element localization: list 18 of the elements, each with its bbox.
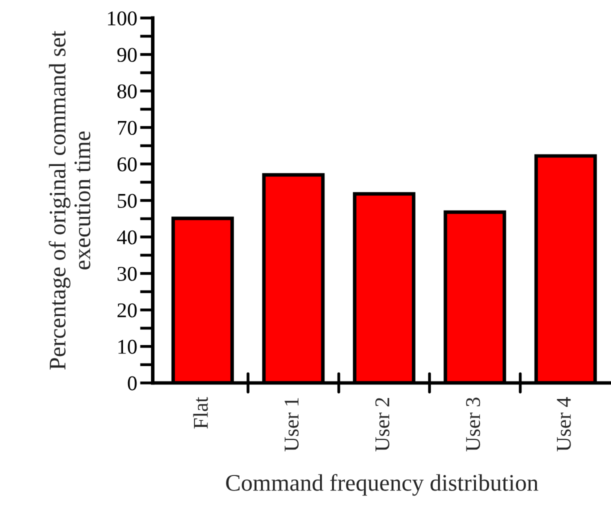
- y-tick-label: 80: [117, 84, 137, 98]
- y-tick-label: 0: [128, 376, 137, 390]
- y-tick-label: 70: [118, 120, 137, 135]
- y-tick-label: 10: [118, 340, 137, 354]
- y-tick-label: 40: [117, 230, 137, 244]
- y-tick-label: 90: [117, 48, 137, 62]
- y-tick-label: 30: [118, 266, 137, 281]
- y-tick-label: 20: [118, 303, 137, 318]
- x-tick-label: Flat: [193, 396, 208, 429]
- y-tick-label: 50: [118, 194, 137, 208]
- x-tick-label: User 2: [375, 398, 390, 452]
- x-tick-label: User 4: [556, 397, 571, 452]
- y-tick-label: 60: [118, 157, 137, 172]
- x-tick-label: User 3: [466, 398, 480, 452]
- y-axis-title: Percentage of original command set execution time: [48, 30, 90, 370]
- y-tick-label: 100: [108, 11, 137, 26]
- x-tick-label: User 1: [284, 398, 299, 452]
- x-axis-title: Command frequency distribution: [226, 474, 538, 496]
